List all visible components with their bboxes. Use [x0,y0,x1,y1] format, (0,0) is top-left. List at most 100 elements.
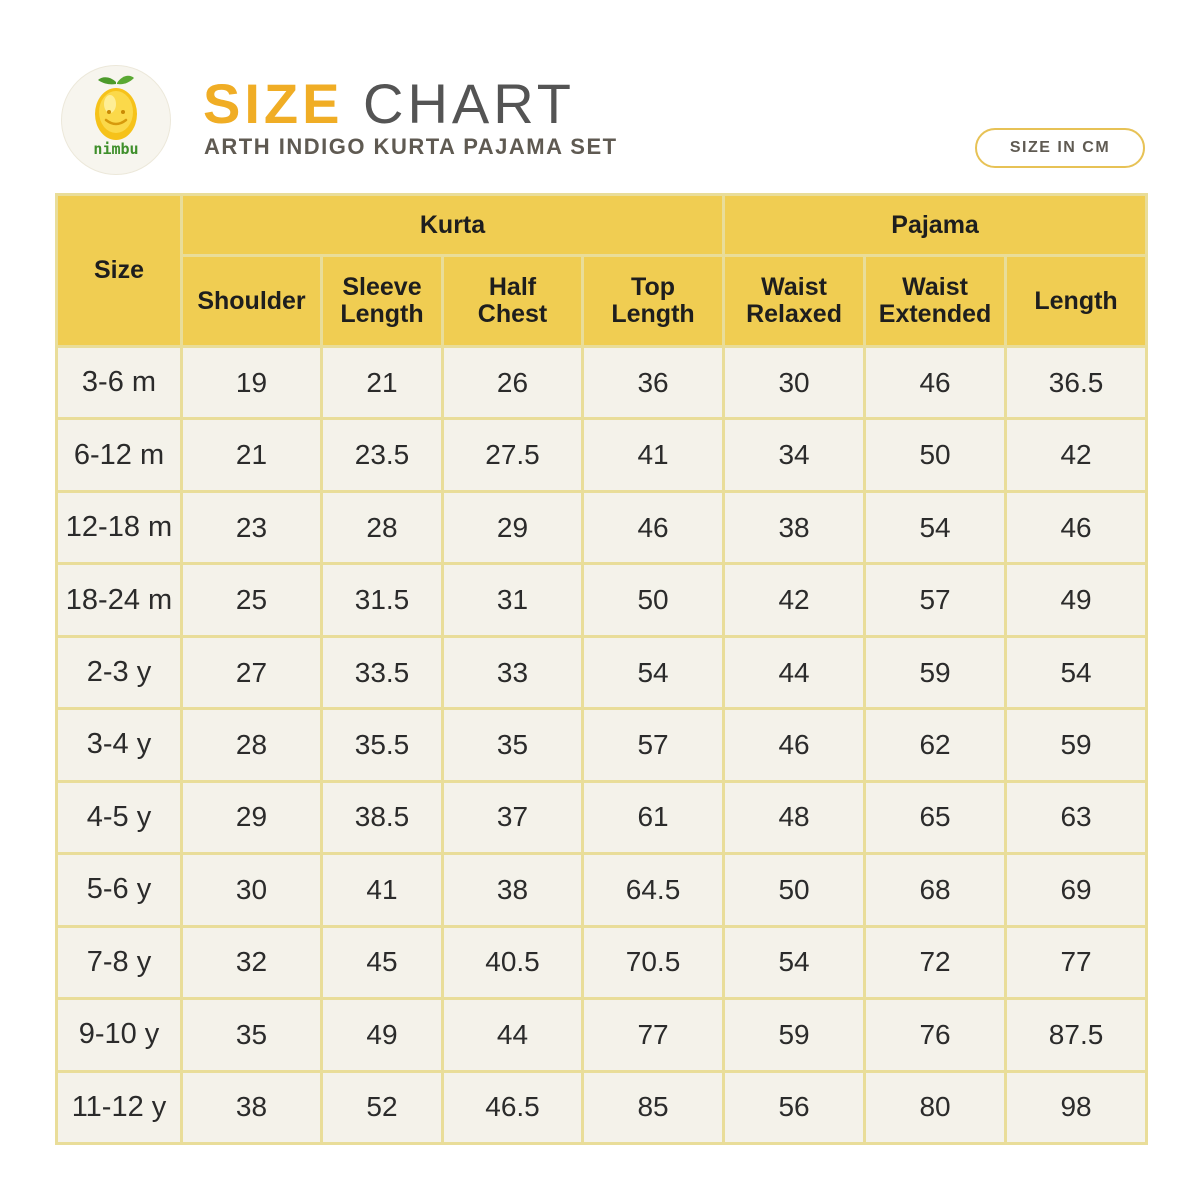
column-header-sleeve-length: Sleeve Length [323,257,444,348]
table-row: 6-12 m 21 23.5 27.5 41 34 50 42 [58,420,1149,493]
measurement-cell: 33 [444,637,584,711]
size-cell: 3-4 y [58,710,183,783]
measurement-cell: 35 [444,710,584,783]
measurement-cell: 46 [584,492,726,566]
measurement-cell: 41 [323,855,444,928]
measurement-cell: 23 [183,492,323,566]
size-cell: 3-6 m [58,348,183,421]
measurement-cell: 44 [444,1000,584,1073]
measurement-cell: 27.5 [444,420,584,493]
size-cell: 2-3 y [58,637,183,711]
measurement-cell: 40.5 [444,927,584,1001]
size-cell: 12-18 m [58,492,183,566]
measurement-cell: 28 [323,492,444,566]
table-row: 4-5 y 29 38.5 37 61 48 65 63 [58,782,1149,856]
measurement-cell: 63 [1007,782,1149,856]
column-header-waist-relaxed: Waist Relaxed [725,257,867,348]
measurement-cell: 38.5 [323,782,444,856]
measurement-cell: 57 [584,710,726,783]
column-header-line: Relaxed [746,300,842,328]
column-header-line: Length [1034,286,1118,315]
page-title: SIZE CHART [203,74,575,134]
table-row: 5-6 y 30 41 38 64.5 50 68 69 [58,855,1149,928]
measurement-cell: 42 [725,565,867,638]
measurement-cell: 59 [866,637,1008,711]
measurement-cell: 44 [725,637,867,711]
measurement-cell: 61 [584,782,726,856]
measurement-cell: 37 [444,782,584,856]
table-row: 3-4 y 28 35.5 35 57 46 62 59 [58,710,1149,783]
table-row: 12-18 m 23 28 29 46 38 54 46 [58,492,1149,566]
measurement-cell: 50 [725,855,867,928]
size-table: Size Kurta Pajama Shoulder Sleeve Length Ha… [55,193,1149,1145]
measurement-cell: 23.5 [323,420,444,493]
measurement-cell: 59 [725,1000,867,1073]
pajama-group-header: Pajama [725,196,1149,257]
column-header-line: Top [631,273,675,301]
size-cell: 18-24 m [58,565,183,638]
table-body: 3-6 m 19 21 26 36 30 46 36.5 6-12 m 21 23.5 27.5 41 3… [58,348,1149,1145]
measurement-cell: 38 [444,855,584,928]
measurement-cell: 54 [584,637,726,711]
size-cell: 7-8 y [58,927,183,1001]
lemon-icon [95,75,137,140]
measurement-cell: 31 [444,565,584,638]
measurement-cell: 72 [866,927,1008,1001]
measurement-cell: 77 [584,1000,726,1073]
measurement-cell: 54 [1007,637,1149,711]
size-cell: 5-6 y [58,855,183,928]
brand-logo: nimbu [62,66,170,174]
measurement-cell: 57 [866,565,1008,638]
measurement-cell: 38 [183,1072,323,1145]
table-row: 18-24 m 25 31.5 31 50 42 57 49 [58,565,1149,638]
column-header-line: Shoulder [197,286,306,315]
title-rest: CHART [363,72,575,135]
brand-wordmark: nimbu [93,140,139,158]
measurement-cell: 85 [584,1072,726,1145]
measurement-cell: 19 [183,348,323,421]
measurement-cell: 68 [866,855,1008,928]
measurement-cell: 29 [183,782,323,856]
measurement-cell: 98 [1007,1072,1149,1145]
measurement-cell: 49 [323,1000,444,1073]
product-subtitle: ARTH INDIGO KURTA PAJAMA SET [204,134,618,159]
measurement-cell: 50 [584,565,726,638]
size-cell: 4-5 y [58,782,183,856]
measurement-cell: 34 [725,420,867,493]
measurement-cell: 32 [183,927,323,1001]
measurement-cell: 46 [725,710,867,783]
table-row: 7-8 y 32 45 40.5 70.5 54 72 77 [58,927,1149,1001]
measurement-cell: 70.5 [584,927,726,1001]
measurement-cell: 26 [444,348,584,421]
measurement-cell: 65 [866,782,1008,856]
column-header-half-chest: Half Chest [444,257,584,348]
measurement-cell: 30 [725,348,867,421]
column-header-shoulder: Shoulder [183,257,323,348]
table-row: 11-12 y 38 52 46.5 85 56 80 98 [58,1072,1149,1145]
measurement-cell: 54 [866,492,1008,566]
column-header-line: Waist [761,273,827,301]
measurement-cell: 36 [584,348,726,421]
column-header-length: Length [1007,257,1149,348]
measurement-cell: 45 [323,927,444,1001]
measurement-cell: 28 [183,710,323,783]
size-cell: 9-10 y [58,1000,183,1073]
measurement-cell: 21 [323,348,444,421]
measurement-cell: 33.5 [323,637,444,711]
measurement-cell: 38 [725,492,867,566]
measurement-cell: 54 [725,927,867,1001]
column-header-waist-extended: Waist Extended [866,257,1008,348]
measurement-cell: 36.5 [1007,348,1149,421]
measurement-cell: 35.5 [323,710,444,783]
measurement-cell: 80 [866,1072,1008,1145]
measurement-cell: 77 [1007,927,1149,1001]
measurement-cell: 64.5 [584,855,726,928]
measurement-cell: 62 [866,710,1008,783]
unit-badge: SIZE IN CM [975,128,1145,168]
title-highlight: SIZE [203,72,344,135]
measurement-cell: 21 [183,420,323,493]
size-column-header: Size [58,196,183,348]
measurement-cell: 50 [866,420,1008,493]
measurement-cell: 56 [725,1072,867,1145]
measurement-cell: 29 [444,492,584,566]
